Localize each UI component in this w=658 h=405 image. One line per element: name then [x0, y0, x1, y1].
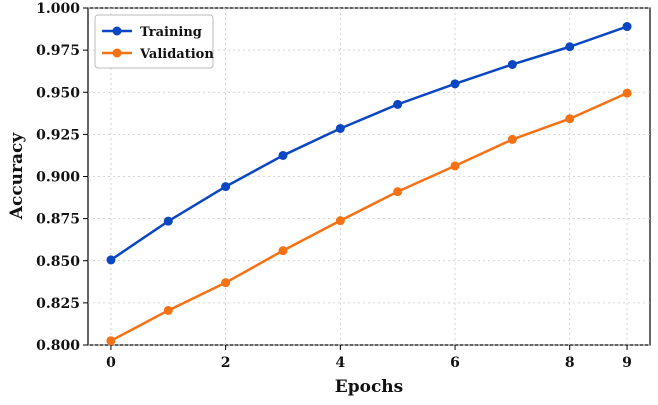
validation-point [393, 187, 403, 197]
training-point [507, 59, 517, 69]
training-point [565, 42, 575, 52]
y-tick-label: 0.950 [36, 85, 80, 101]
legend-training-label: Training [140, 25, 202, 40]
y-tick-label: 0.850 [36, 254, 80, 270]
x-axis: 0 2 4 6 8 9 [106, 345, 632, 371]
validation-point [507, 134, 517, 144]
y-tick-label: 0.825 [36, 296, 80, 312]
validation-line [110, 91, 628, 342]
x-tick-label: 0 [106, 355, 116, 371]
validation-point [221, 278, 231, 288]
legend-training-marker [112, 26, 122, 36]
y-tick-label: 0.800 [36, 338, 80, 354]
x-tick-label: 8 [565, 355, 575, 371]
validation-point [163, 305, 173, 315]
x-tick-label: 4 [335, 355, 345, 371]
legend-validation-label: Validation [139, 47, 214, 62]
x-axis-label: Epochs [335, 377, 403, 397]
y-tick-label: 0.925 [36, 127, 80, 143]
legend-validation-marker [112, 48, 122, 58]
training-point [393, 99, 403, 109]
training-point [106, 255, 116, 265]
y-axis: 0.800 0.825 0.850 0.875 0.900 0.925 0.950 0.975… [36, 1, 88, 354]
validation-point [335, 216, 345, 226]
training-point [450, 79, 460, 89]
training-point [278, 150, 288, 160]
training-point [335, 123, 345, 133]
validation-point [106, 336, 116, 346]
training-point [163, 216, 173, 226]
y-tick-label: 1.000 [36, 1, 80, 17]
validation-point [278, 246, 288, 256]
validation-point [565, 114, 575, 124]
legend: Training Validation [94, 14, 214, 69]
x-tick-label: 6 [450, 355, 460, 371]
series-group [106, 22, 632, 346]
y-tick-label: 0.975 [36, 43, 80, 59]
validation-point [622, 88, 632, 98]
y-tick-label: 0.875 [36, 212, 80, 228]
y-axis-label: Accuracy [7, 132, 27, 221]
validation-point [450, 161, 460, 171]
x-tick-label: 2 [221, 355, 231, 371]
x-tick-label: 9 [622, 355, 632, 371]
y-tick-label: 0.900 [36, 170, 80, 186]
training-point [221, 182, 231, 192]
training-line [110, 25, 628, 261]
training-point [622, 22, 632, 32]
grid [88, 7, 650, 346]
legend-box [94, 14, 214, 69]
